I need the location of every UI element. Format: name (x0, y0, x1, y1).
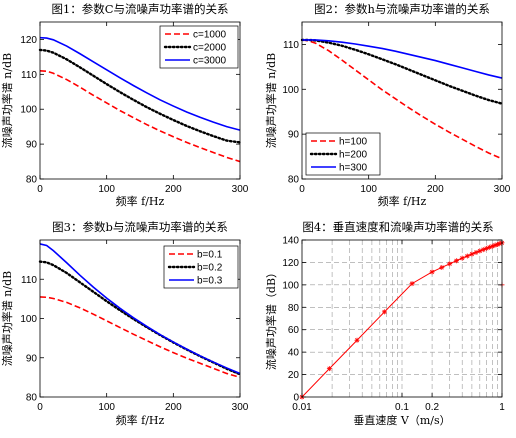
chart-1: 0 100 200 300 80 90 100 110 120 图1：参数C与流噪声功率谱的关系频… (0, 2, 249, 208)
legend-label: c=3000 (193, 56, 227, 67)
legend: b=0.1 b=0.2 b=0.3 (163, 245, 239, 289)
legend-label: c=1000 (193, 30, 227, 41)
legend-label: h=100 (339, 137, 368, 148)
y-tick-label: 100 (20, 105, 37, 116)
legend-label: b=0.3 (197, 276, 223, 287)
data-point (469, 251, 475, 257)
series-line-1 (301, 242, 503, 398)
series-line-1 (39, 70, 241, 163)
x-tick-label: 0.1 (395, 402, 409, 413)
legend-label: b=0.2 (197, 263, 223, 274)
data-point (473, 249, 479, 255)
legend-label: c=2000 (193, 43, 227, 54)
data-point (381, 309, 387, 315)
grid-lines (302, 240, 502, 397)
y-tick-label: 110 (21, 275, 37, 286)
y-tick-label: 100 (20, 314, 37, 325)
data-point (453, 258, 459, 264)
ticks (301, 22, 503, 180)
data-point (459, 255, 465, 261)
series-line-3 (39, 36, 241, 131)
y-tick-label: 40 (288, 348, 300, 359)
series-line-3 (302, 39, 503, 79)
data-point (447, 261, 453, 267)
series-line-2 (300, 38, 504, 105)
ticks (301, 239, 503, 398)
legend-label: b=0.1 (197, 250, 223, 261)
x-tick-label: 200 (165, 402, 182, 413)
y-tick-label: 90 (26, 140, 38, 151)
chart-title: 图1：参数C与流噪声功率谱的关系 (51, 2, 228, 16)
x-axis-label: 频率 f/Hz (116, 194, 165, 208)
x-tick-label: 200 (427, 184, 444, 195)
axes-frame (301, 21, 503, 180)
y-tick-label: 80 (288, 175, 300, 186)
y-tick-label: 80 (288, 303, 300, 314)
x-tick-label: 0.01 (292, 402, 312, 413)
x-tick-label: 0 (37, 402, 43, 413)
series-line-1 (39, 296, 241, 379)
data-point (439, 264, 445, 270)
axes-frame (39, 21, 241, 180)
y-tick-label: 120 (20, 35, 37, 46)
x-tick-label: 200 (165, 184, 182, 195)
series-line-3 (39, 243, 241, 375)
series-line-1 (301, 39, 503, 160)
legend: h=100 h=200 h=300 (305, 132, 381, 176)
series-line-2 (38, 48, 242, 144)
y-tick-label: 100 (282, 85, 299, 96)
y-tick-label: 20 (288, 370, 300, 381)
data-point (354, 337, 360, 343)
y-tick-label: 90 (26, 353, 38, 364)
legend-label: h=300 (339, 163, 368, 174)
y-axis-label: 流噪声功率谱 n/dB (0, 271, 14, 366)
x-tick-label: 1 (499, 402, 505, 413)
y-tick-label: 110 (283, 40, 299, 51)
legend-label: h=200 (339, 150, 368, 161)
y-tick-label: 90 (288, 130, 300, 141)
y-tick-label: 120 (282, 258, 299, 269)
chart-title: 图4：垂直速度和流噪声功率谱的关系 (302, 220, 493, 234)
chart-title: 图3：参数b与流噪声功率谱的关系 (52, 220, 228, 234)
x-tick-label: 0.2 (425, 402, 439, 413)
y-tick-label: 140 (282, 236, 299, 247)
legend: c=1000 c=2000 c=3000 (159, 25, 239, 69)
data-point (326, 366, 332, 372)
y-tick-label: 60 (288, 325, 300, 336)
chart-title: 图2：参数h与流噪声功率谱的关系 (314, 2, 490, 16)
x-tick-label: 300 (232, 402, 249, 413)
y-tick-label: 110 (21, 70, 37, 81)
data-point (429, 269, 435, 275)
x-tick-label: 0 (37, 184, 43, 195)
x-tick-label: 100 (360, 184, 377, 195)
ticks (39, 240, 241, 398)
x-tick-label: 100 (98, 402, 115, 413)
y-axis-label: 流噪声功率谱 n/dB (0, 53, 14, 148)
chart-4: 0.01 0.1 0.2 1 0 20 40 60 80 100 120 140图4：垂直速度和流噪声… (264, 220, 505, 427)
x-axis-label: 频率 f/Hz (378, 194, 427, 208)
data-point (464, 253, 470, 259)
y-tick-label: 0 (293, 393, 299, 404)
y-tick-label: 80 (26, 393, 38, 404)
data-point (409, 281, 415, 287)
y-axis-label: 流噪声功率谱（dB） (264, 267, 278, 370)
x-tick-label: 300 (494, 184, 511, 195)
x-tick-label: 0 (299, 184, 305, 195)
plot-area (302, 240, 502, 397)
x-axis-label: 频率 f/Hz (116, 413, 165, 427)
y-axis-label: 流噪声功率谱 n/dB (264, 53, 278, 148)
x-tick-label: 100 (98, 184, 115, 195)
x-tick-label: 300 (232, 184, 249, 195)
x-axis-label: 垂直速度 V（m/s） (353, 413, 450, 427)
y-tick-label: 100 (282, 280, 299, 291)
y-tick-label: 80 (26, 175, 38, 186)
